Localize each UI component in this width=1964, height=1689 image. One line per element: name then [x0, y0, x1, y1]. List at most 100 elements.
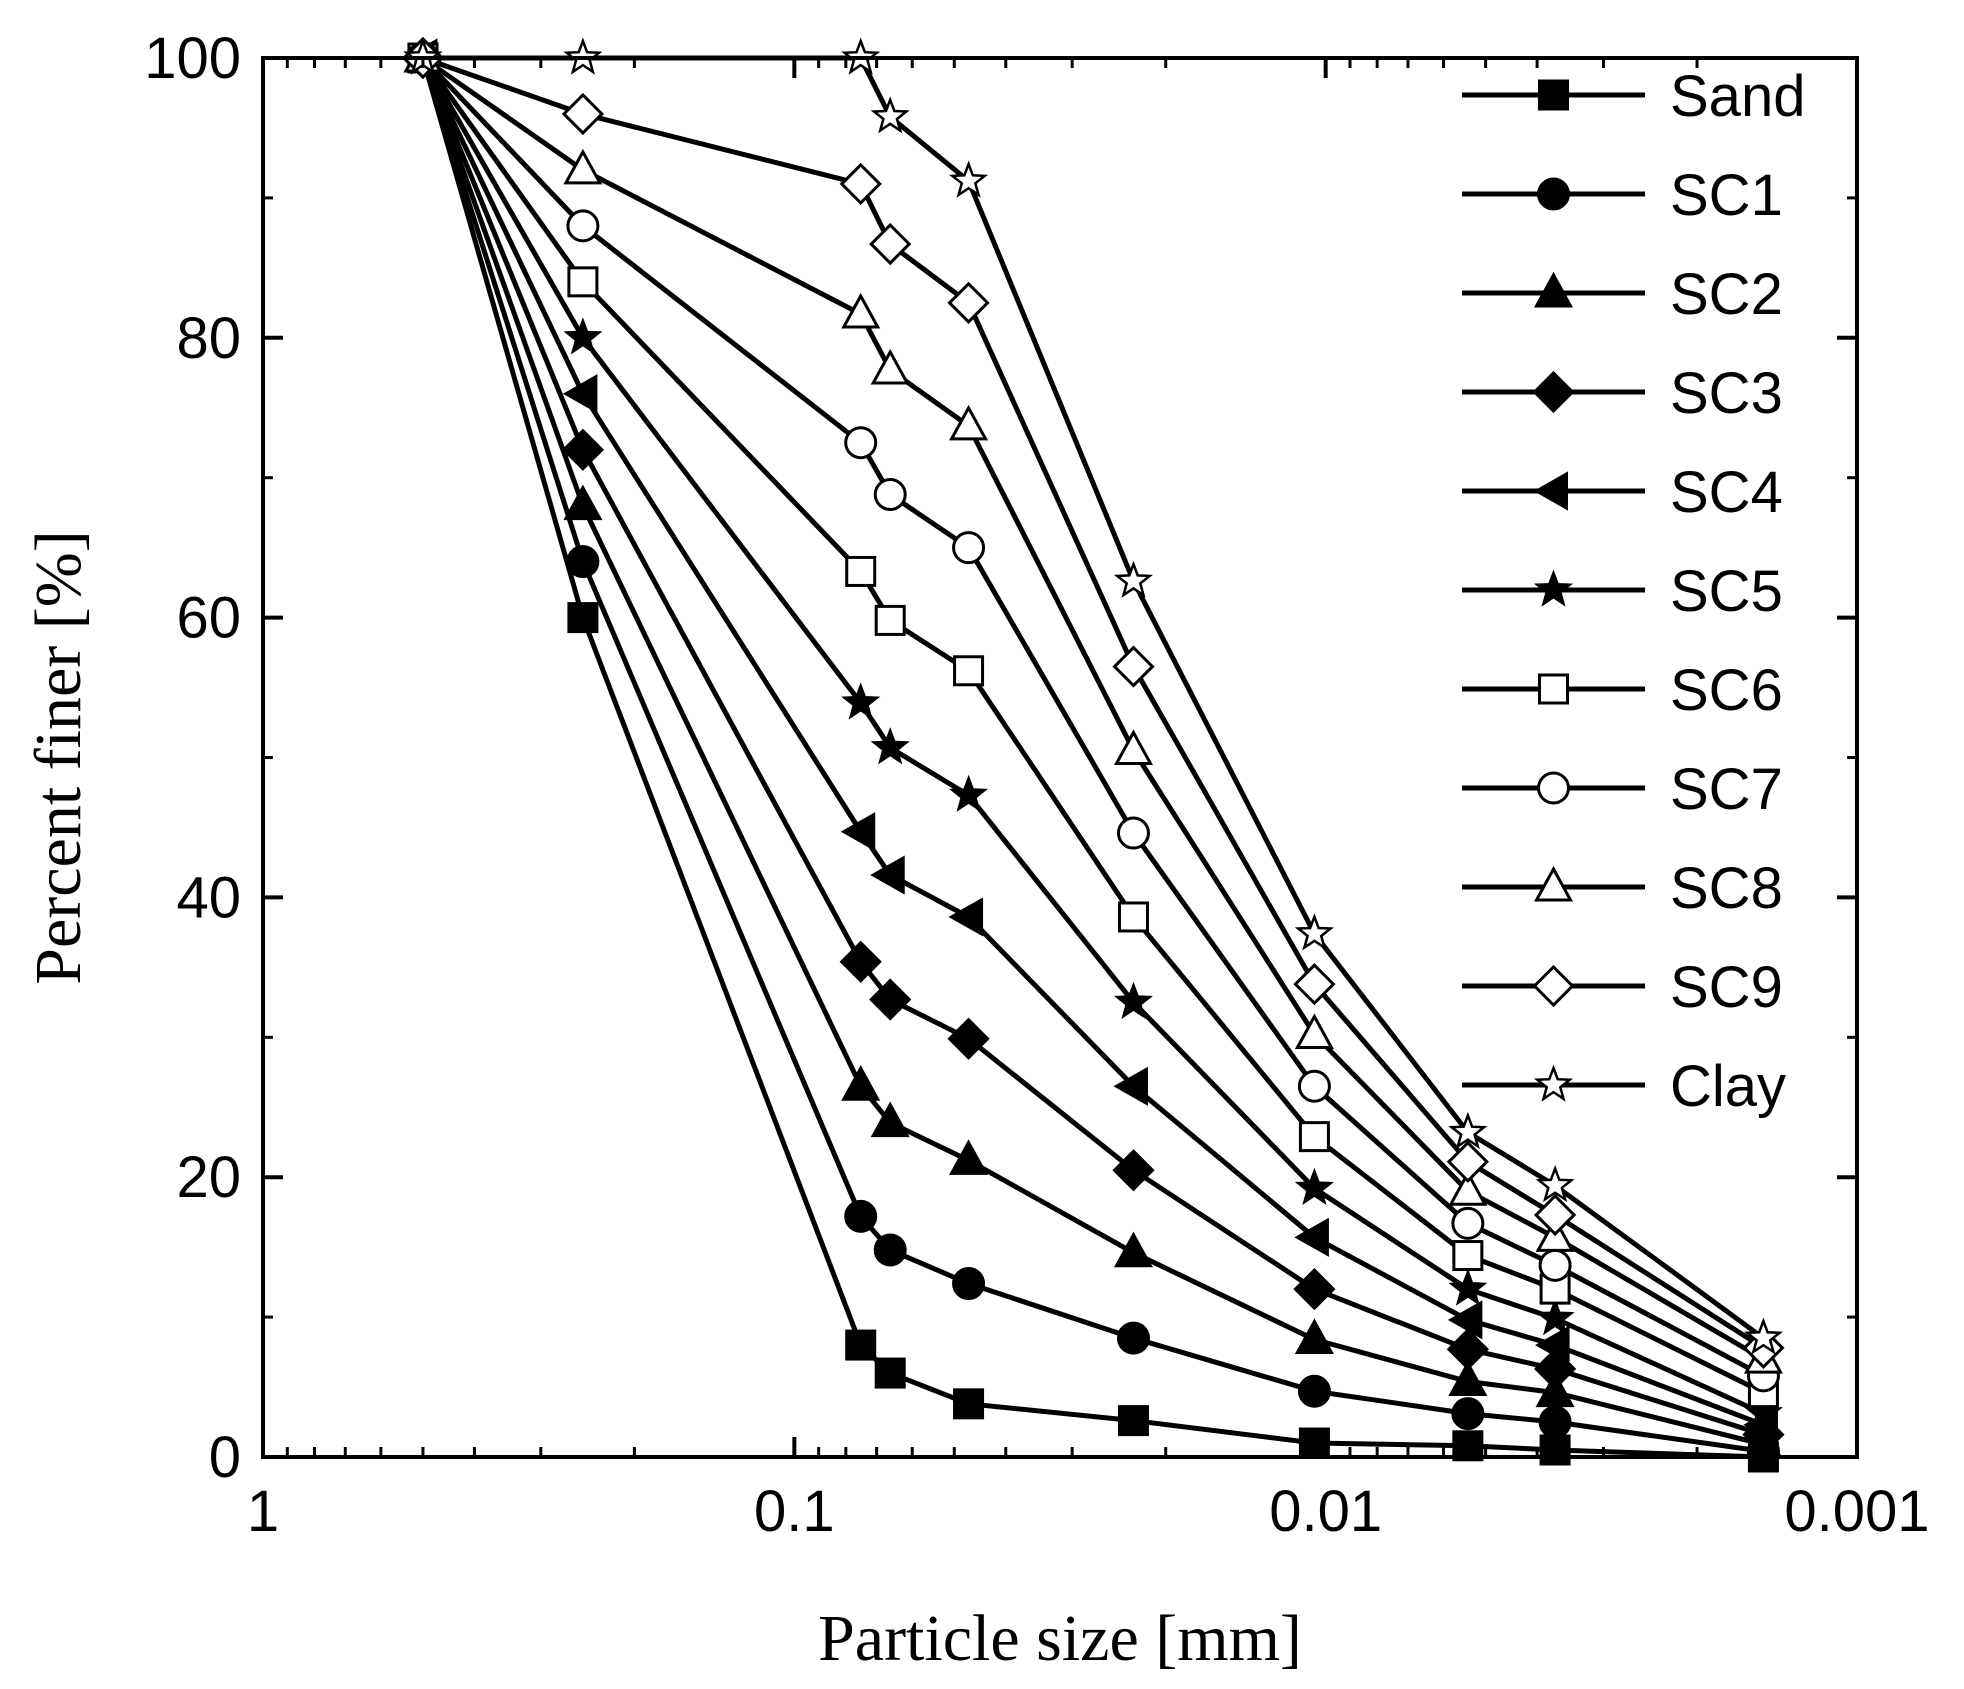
data-point-sc3 — [869, 978, 912, 1021]
tick-labels: 1 0.1 0.01 0.001 0 20 40 60 80 100 — [144, 26, 1929, 1544]
data-point-sc5 — [949, 774, 989, 812]
data-point-sc2 — [1294, 1318, 1334, 1354]
data-point-sc5 — [841, 682, 881, 720]
data-point-sc7 — [873, 477, 907, 511]
data-point-sc6 — [1452, 1240, 1484, 1272]
x-axis-title: Particle size [mm] — [818, 1602, 1302, 1675]
data-point-sc5 — [1294, 1167, 1334, 1205]
data-point-sc6 — [953, 655, 985, 687]
legend-item-sc7: SC7 — [1462, 757, 1783, 822]
legend-marker — [1533, 865, 1574, 902]
legend-marker — [1538, 79, 1569, 111]
data-point-sc8 — [1113, 729, 1154, 766]
legend-marker — [1537, 177, 1570, 211]
legend-marker — [1533, 1064, 1574, 1102]
series-line-sc5 — [420, 56, 1765, 1416]
legend-item-sc8: SC8 — [1462, 856, 1783, 921]
legend-label: SC8 — [1670, 856, 1783, 921]
data-point-sc7 — [1116, 816, 1150, 850]
data-point-sc4 — [562, 374, 598, 414]
legend-label: Clay — [1670, 1054, 1786, 1119]
data-point-sc1 — [952, 1267, 986, 1301]
legend-item-sc6: SC6 — [1462, 658, 1783, 723]
y-tick-label: 80 — [176, 306, 241, 371]
legend-marker — [1532, 370, 1575, 414]
data-point-sc1 — [844, 1199, 878, 1233]
legend-label: SC4 — [1670, 460, 1783, 525]
series-line-sc2 — [420, 57, 1765, 1447]
data-point-sc4 — [948, 897, 984, 937]
data-point-sc5 — [870, 727, 910, 765]
data-point-sc9 — [1533, 1193, 1577, 1237]
legend-item-sc9: SC9 — [1462, 955, 1783, 1020]
data-point-sc7 — [844, 426, 878, 460]
data-point-clay — [1743, 1317, 1783, 1355]
data-point-sc2 — [949, 1139, 989, 1175]
legend-marker — [1533, 471, 1568, 511]
data-point-sc1 — [873, 1233, 907, 1267]
axis-ticks — [261, 56, 1859, 1459]
data-point-sc1 — [1116, 1321, 1150, 1355]
legend-marker — [1532, 964, 1575, 1008]
data-point-sc9 — [947, 281, 990, 324]
data-point-sc7 — [952, 531, 986, 565]
data-point-sand — [953, 1388, 985, 1420]
data-point-clay — [870, 96, 910, 134]
data-point-sand — [1539, 1434, 1571, 1466]
series-line-sc1 — [420, 57, 1764, 1454]
data-point-sc4 — [1447, 1300, 1483, 1340]
data-point-sc3 — [947, 1017, 990, 1060]
data-point-sc7 — [1538, 1248, 1572, 1282]
legend-item-sand: Sand — [1462, 64, 1805, 129]
data-point-clay — [1448, 1111, 1488, 1150]
legend-marker — [1538, 673, 1569, 705]
legend-label: SC6 — [1670, 658, 1783, 723]
data-point-sc9 — [1293, 963, 1336, 1006]
y-tick-label: 60 — [176, 586, 241, 651]
data-point-sc1 — [566, 545, 600, 579]
data-point-sc6 — [874, 604, 906, 636]
legend-marker — [1533, 271, 1574, 308]
data-point-sc3 — [839, 940, 882, 983]
data-point-sand — [874, 1357, 906, 1389]
legend-label: SC5 — [1670, 559, 1783, 624]
data-point-sc5 — [1113, 981, 1153, 1019]
data-point-sc2 — [563, 484, 603, 521]
x-tick-label: 1 — [247, 1479, 279, 1544]
data-point-sc6 — [1298, 1121, 1330, 1153]
data-point-sc8 — [870, 348, 910, 385]
y-tick-label: 0 — [209, 1425, 241, 1490]
series-line-sand — [420, 57, 1764, 1460]
data-point-sc1 — [1297, 1374, 1331, 1408]
data-point-sand — [567, 602, 599, 634]
y-tick-label: 20 — [176, 1145, 241, 1210]
y-axis-title: Percent finer [%] — [22, 530, 95, 984]
data-point-sc4 — [1113, 1066, 1148, 1106]
legend-item-sc3: SC3 — [1462, 361, 1783, 426]
data-point-sc5 — [563, 317, 603, 355]
data-point-sc4 — [1535, 1325, 1570, 1365]
series-line-sc8 — [421, 55, 1765, 1362]
data-point-sc4 — [1294, 1217, 1329, 1257]
data-point-sc4 — [870, 855, 905, 895]
data-point-clay — [1294, 913, 1334, 951]
data-point-clay — [1113, 560, 1153, 598]
legend-label: SC7 — [1670, 757, 1783, 822]
data-point-sc3 — [561, 428, 605, 471]
data-point-sc8 — [1294, 1013, 1334, 1050]
legend: Sand SC1 SC2 SC3 SC4 SC5 SC6 SC7 SC8 SC9 Clay — [1462, 64, 1805, 1119]
series-line-sc4 — [420, 56, 1765, 1428]
data-point-sc6 — [1117, 901, 1149, 933]
legend-label: SC3 — [1670, 361, 1783, 426]
data-point-sc2 — [1535, 1371, 1575, 1408]
legend-item-sc2: SC2 — [1462, 262, 1783, 327]
y-tick-label: 40 — [176, 865, 241, 930]
data-point-sc7 — [1451, 1206, 1485, 1240]
y-tick-label: 100 — [144, 26, 241, 91]
data-point-sc2 — [841, 1065, 881, 1101]
data-point-sc2 — [870, 1101, 910, 1138]
series-markers — [401, 36, 1785, 1473]
legend-marker — [1533, 569, 1574, 607]
data-point-sc4 — [840, 812, 876, 852]
